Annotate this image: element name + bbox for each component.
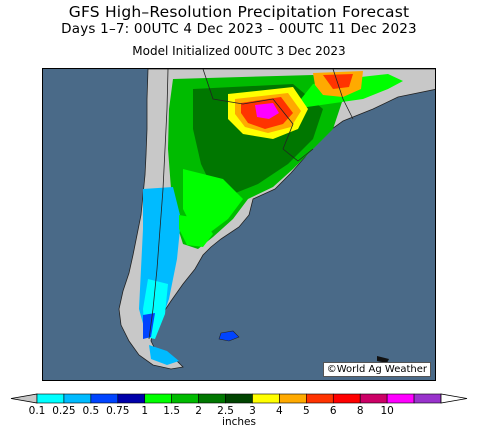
credit-label: ©World Ag Weather xyxy=(322,362,431,377)
precip-shading xyxy=(139,71,403,365)
legend-swatch xyxy=(252,393,280,404)
country-borders xyxy=(148,69,354,340)
falkland-islands xyxy=(218,330,240,342)
legend-swatch xyxy=(171,393,199,404)
legend-tick-label: 6 xyxy=(329,405,337,417)
legend-swatch xyxy=(306,393,334,404)
legend-tick-label: 0.5 xyxy=(82,405,100,417)
legend-tick-label: 2.5 xyxy=(217,405,234,417)
legend-swatch xyxy=(90,393,119,404)
legend-tick-label: 0.75 xyxy=(106,405,130,417)
legend-tick-label: 0.1 xyxy=(28,405,46,417)
legend-swatch xyxy=(225,393,253,404)
map-title: GFS High–Resolution Precipitation Foreca… xyxy=(68,3,410,21)
legend-swatch xyxy=(198,393,226,404)
legend-tick-label: 1 xyxy=(141,405,149,417)
legend-swatch xyxy=(279,393,307,404)
legend-swatch xyxy=(359,393,388,404)
forecast-period: Days 1–7: 00UTC 4 Dec 2023 – 00UTC 11 De… xyxy=(61,21,417,37)
legend-swatch xyxy=(332,393,361,404)
model-init: Model Initialized 00UTC 3 Dec 2023 xyxy=(132,44,346,58)
legend-tick-label: 1.5 xyxy=(163,405,181,417)
legend-units: inches xyxy=(222,416,256,428)
legend-tick-label: 2 xyxy=(195,405,202,417)
legend-swatch xyxy=(63,393,92,404)
legend-swatch xyxy=(144,393,172,404)
legend-tick-label: 5 xyxy=(302,405,310,417)
legend-tick-label: 4 xyxy=(276,405,283,417)
legend-under-arrow xyxy=(10,393,38,404)
precipitation-map: ©World Ag Weather xyxy=(42,68,436,381)
map-canvas xyxy=(43,69,435,380)
legend-swatch xyxy=(413,393,442,404)
legend-tick-label: 8 xyxy=(356,405,364,417)
color-legend xyxy=(10,393,468,404)
south-georgia xyxy=(377,356,389,363)
legend-swatch xyxy=(36,393,65,404)
legend-tick-label: 10 xyxy=(380,405,394,417)
legend-swatch xyxy=(117,393,146,404)
legend-tick-label: 0.25 xyxy=(52,405,76,417)
legend-over-arrow xyxy=(440,393,468,404)
legend-swatch xyxy=(386,393,415,404)
legend-tick-label: 3 xyxy=(249,405,256,417)
